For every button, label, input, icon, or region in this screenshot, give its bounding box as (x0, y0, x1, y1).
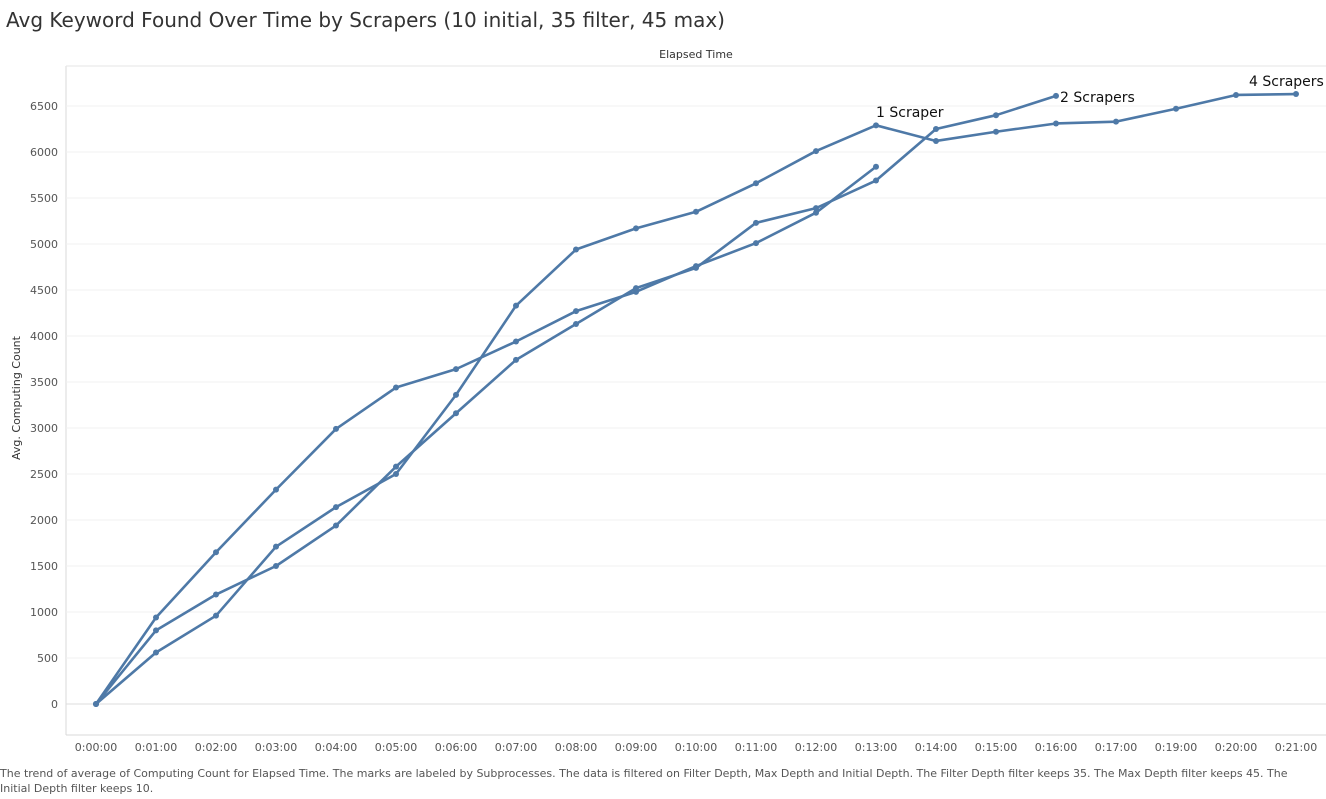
data-point (453, 410, 459, 417)
data-point (873, 122, 879, 129)
data-point (1293, 91, 1299, 98)
data-point (693, 208, 699, 215)
data-point (273, 486, 279, 493)
y-tick-label: 0 (51, 698, 58, 711)
data-point (153, 627, 159, 634)
y-tick-label: 500 (37, 652, 58, 665)
chart-caption: The trend of average of Computing Count … (0, 767, 1288, 795)
x-tick-label: 0:20:00 (1215, 741, 1257, 754)
x-tick-label: 0:19:00 (1155, 741, 1197, 754)
x-axis-title: Elapsed Time (659, 48, 733, 61)
data-point (93, 701, 99, 707)
y-tick-label: 1500 (30, 560, 58, 573)
data-point (333, 522, 339, 529)
line-chart: 0 500 1000 1500 2000 2500 3000 3500 4000 4500 5000… (10, 48, 1326, 754)
data-point (1053, 92, 1059, 99)
data-point (153, 649, 159, 656)
data-point (393, 463, 399, 470)
data-point (573, 246, 579, 253)
data-point (573, 321, 579, 328)
data-point (213, 612, 219, 619)
x-tick-label: 0:14:00 (915, 741, 957, 754)
x-tick-label: 0:12:00 (795, 741, 837, 754)
x-tick-label: 0:04:00 (315, 741, 357, 754)
data-point (333, 504, 339, 511)
y-tick-label: 3500 (30, 376, 58, 389)
series-label: 4 Scrapers (1249, 74, 1324, 90)
data-point (573, 308, 579, 315)
data-point (513, 302, 519, 309)
series-line (95, 92, 1297, 705)
data-point (393, 384, 399, 391)
series-line (94, 165, 877, 705)
data-point (453, 391, 459, 398)
data-point (873, 163, 879, 170)
data-point (633, 225, 639, 232)
x-tick-label: 0:07:00 (495, 741, 537, 754)
x-tick-label: 0:05:00 (375, 741, 417, 754)
data-point (273, 543, 279, 550)
x-tick-label: 0:01:00 (135, 741, 177, 754)
data-point (1173, 105, 1179, 112)
data-point (933, 137, 939, 144)
data-point (813, 148, 819, 155)
data-point (513, 356, 519, 363)
y-tick-label: 6500 (30, 100, 58, 113)
data-point (453, 366, 459, 373)
x-tick-label: 0:13:00 (855, 741, 897, 754)
x-tick-label: 0:16:00 (1035, 741, 1077, 754)
data-point (753, 180, 759, 187)
data-point (633, 285, 639, 292)
y-tick-label: 2500 (30, 468, 58, 481)
data-point (1233, 91, 1239, 98)
series-labels: 1 Scraper 2 Scrapers 4 Scrapers (876, 74, 1324, 121)
x-tick-label: 0:00:00 (75, 741, 117, 754)
data-point (273, 563, 279, 569)
data-point (693, 264, 699, 271)
data-point (753, 219, 759, 226)
x-tick-label: 0:02:00 (195, 741, 237, 754)
x-tick-label: 0:21:00 (1275, 741, 1317, 754)
y-tick-label: 4500 (30, 284, 58, 297)
y-tick-label: 2000 (30, 514, 58, 527)
data-point (993, 128, 999, 135)
grid-lines (65, 65, 1326, 736)
data-point (813, 205, 819, 212)
data-point (333, 425, 339, 432)
chart-title: Avg Keyword Found Over Time by Scrapers … (6, 8, 725, 32)
data-point (393, 471, 399, 477)
y-axis-title: Avg. Computing Count (10, 335, 23, 460)
x-tick-label: 0:09:00 (615, 741, 657, 754)
series-label: 1 Scraper (876, 105, 944, 121)
data-point (153, 614, 159, 621)
data-point (213, 591, 219, 598)
y-tick-label: 5000 (30, 238, 58, 251)
data-point (813, 209, 819, 216)
x-tick-label: 0:15:00 (975, 741, 1017, 754)
data-point (1113, 118, 1119, 125)
data-point (993, 112, 999, 119)
data-point (213, 549, 219, 556)
x-axis-ticks: 0:00:00 0:01:00 0:02:00 0:03:00 0:04:00 0:05:… (75, 741, 1317, 754)
x-tick-label: 0:17:00 (1095, 741, 1137, 754)
data-point (1053, 120, 1059, 127)
x-tick-label: 0:03:00 (255, 741, 297, 754)
data-point (753, 240, 759, 247)
x-tick-label: 0:10:00 (675, 741, 717, 754)
data-point (873, 177, 879, 184)
y-tick-label: 5500 (30, 192, 58, 205)
series-line (94, 94, 1057, 705)
y-axis-ticks: 0 500 1000 1500 2000 2500 3000 3500 4000 4500 5000… (30, 100, 58, 711)
data-point (933, 126, 939, 132)
x-tick-label: 0:11:00 (735, 741, 777, 754)
y-tick-label: 1000 (30, 606, 58, 619)
x-tick-label: 0:06:00 (435, 741, 477, 754)
x-tick-label: 0:08:00 (555, 741, 597, 754)
series-group (93, 91, 1299, 707)
data-point (513, 338, 519, 345)
y-tick-label: 6000 (30, 146, 58, 159)
y-tick-label: 4000 (30, 330, 58, 343)
series-label: 2 Scrapers (1060, 90, 1135, 106)
y-tick-label: 3000 (30, 422, 58, 435)
